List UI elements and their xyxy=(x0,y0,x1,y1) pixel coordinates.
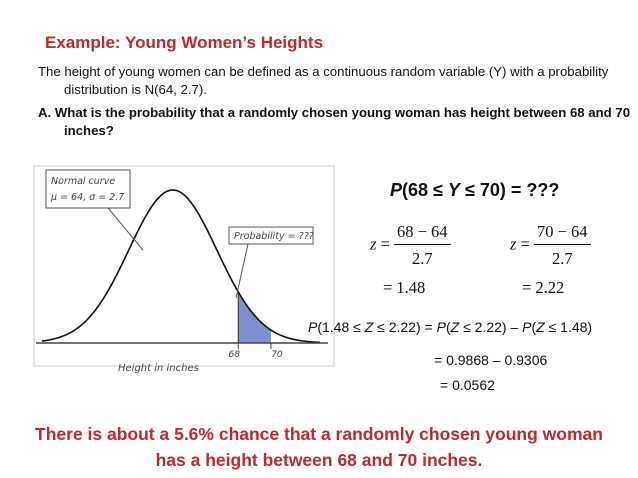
z-score-70: z = 70 − 64 2.7 xyxy=(510,222,591,269)
z-score-68: z = 68 − 64 2.7 xyxy=(370,222,451,269)
normal-curve-pointer xyxy=(107,207,144,251)
probability-label: Probability = ??? xyxy=(234,231,314,242)
axis-label: Height in inches xyxy=(118,363,199,374)
z2-numerator: 70 − 64 xyxy=(533,222,591,245)
normal-curve-callout-box xyxy=(45,169,131,209)
z1-denominator: 2.7 xyxy=(411,249,433,268)
shaded-probability-area xyxy=(238,291,271,343)
mu-sigma-label: μ = 64, σ = 2.7 xyxy=(50,192,124,203)
tick-label-68: 68 xyxy=(229,350,241,360)
z-score-70-result: = 2.22 xyxy=(522,278,565,297)
standardized-probability-line: P(1.48 ≤ Z ≤ 2.22) = P(Z ≤ 2.22) – P(Z ≤… xyxy=(308,319,593,335)
normal-curve-label: Normal curve xyxy=(51,176,115,187)
normal-curve xyxy=(41,189,321,344)
z-score-68-result: = 1.48 xyxy=(383,278,426,297)
z2-denominator: 2.7 xyxy=(551,249,573,268)
intro-text: The height of young women can be defined… xyxy=(38,64,609,97)
z1-numerator: 68 − 64 xyxy=(393,222,451,245)
probability-statement: P(68 ≤ Y ≤ 70) = ??? xyxy=(390,180,560,200)
probability-callout-box xyxy=(228,226,314,245)
tick-label-70: 70 xyxy=(271,350,283,360)
table-values-line: = 0.9868 – 0.9306 xyxy=(434,352,548,368)
probability-pointer xyxy=(235,243,249,299)
normal-curve-figure: 68 70 Height in inches Normal curve μ = … xyxy=(33,165,335,374)
slide-title: Example: Young Women’s Heights xyxy=(45,33,324,52)
conclusion-text: There is about a 5.6% chance that a rand… xyxy=(35,424,603,470)
question-text: A. What is the probability that a random… xyxy=(38,105,631,138)
final-result-line: = 0.0562 xyxy=(440,377,495,393)
